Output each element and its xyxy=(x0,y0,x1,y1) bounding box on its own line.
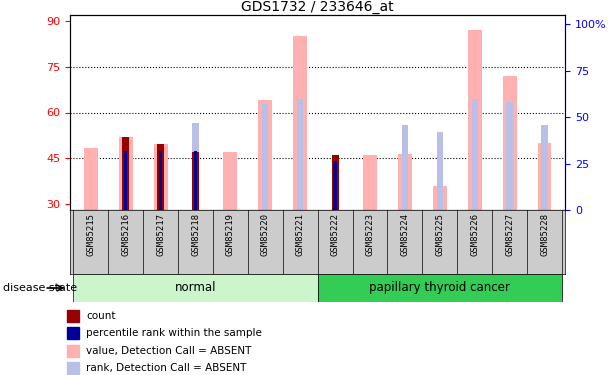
Text: value, Detection Call = ABSENT: value, Detection Call = ABSENT xyxy=(86,346,252,356)
Text: GSM85217: GSM85217 xyxy=(156,213,165,256)
Bar xyxy=(67,362,79,374)
Text: GSM85225: GSM85225 xyxy=(435,213,444,256)
Text: normal: normal xyxy=(174,281,216,294)
Bar xyxy=(472,99,478,210)
Bar xyxy=(67,345,79,357)
Bar xyxy=(122,137,130,210)
Text: GSM85228: GSM85228 xyxy=(540,213,549,256)
Bar xyxy=(506,102,513,210)
Bar xyxy=(363,155,377,210)
Text: GSM85215: GSM85215 xyxy=(86,213,95,256)
Text: disease state: disease state xyxy=(3,283,77,293)
Text: GSM85222: GSM85222 xyxy=(331,213,340,256)
Bar xyxy=(402,124,408,210)
Bar xyxy=(74,274,317,302)
Text: rank, Detection Call = ABSENT: rank, Detection Call = ABSENT xyxy=(86,363,247,373)
Bar xyxy=(437,132,443,210)
Text: GSM85216: GSM85216 xyxy=(121,213,130,256)
Text: GSM85218: GSM85218 xyxy=(191,213,200,256)
Text: papillary thyroid cancer: papillary thyroid cancer xyxy=(370,281,510,294)
Bar xyxy=(433,186,447,210)
Text: GSM85221: GSM85221 xyxy=(295,213,305,256)
Bar xyxy=(154,144,168,210)
Bar xyxy=(537,143,551,210)
Bar xyxy=(192,123,199,210)
Bar xyxy=(317,274,562,302)
Bar xyxy=(192,152,199,210)
Bar xyxy=(503,76,517,210)
Bar xyxy=(262,104,269,210)
Bar xyxy=(224,152,237,210)
Text: count: count xyxy=(86,310,116,321)
Bar xyxy=(293,36,307,210)
Bar xyxy=(194,151,197,210)
Bar xyxy=(297,99,303,210)
Bar xyxy=(398,154,412,210)
Bar xyxy=(333,161,337,210)
Bar xyxy=(84,147,98,210)
Text: GSM85223: GSM85223 xyxy=(365,213,375,256)
Text: GSM85224: GSM85224 xyxy=(401,213,409,256)
Bar xyxy=(67,309,79,322)
Bar xyxy=(119,137,133,210)
Bar xyxy=(157,144,164,210)
Bar xyxy=(468,30,482,210)
Bar xyxy=(258,100,272,210)
Bar xyxy=(67,327,79,339)
Title: GDS1732 / 233646_at: GDS1732 / 233646_at xyxy=(241,0,394,14)
Text: GSM85226: GSM85226 xyxy=(470,213,479,256)
Bar xyxy=(541,124,548,210)
Text: GSM85227: GSM85227 xyxy=(505,213,514,256)
Text: GSM85220: GSM85220 xyxy=(261,213,270,256)
Text: GSM85219: GSM85219 xyxy=(226,213,235,256)
Bar xyxy=(331,155,339,210)
Bar xyxy=(124,151,128,210)
Text: percentile rank within the sample: percentile rank within the sample xyxy=(86,328,263,338)
Bar xyxy=(159,151,162,210)
